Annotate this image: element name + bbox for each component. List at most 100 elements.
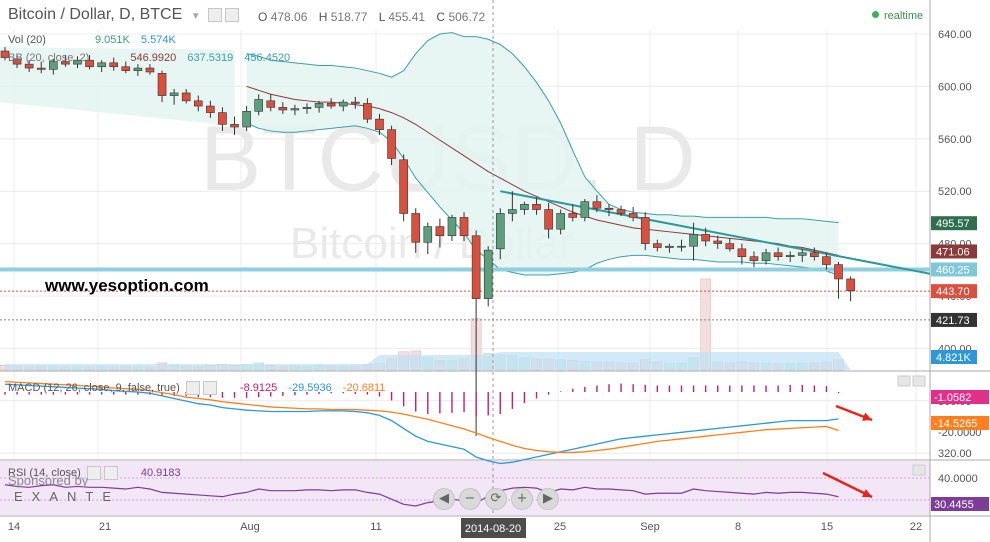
price-tick-label: 320.00 [938, 448, 972, 460]
candle-body [12, 58, 22, 65]
cursor-date-label: 2014-08-20 [465, 523, 521, 535]
zoom-out-button[interactable]: − [459, 488, 481, 510]
candle-body [725, 243, 735, 250]
rsi-arrow [822, 471, 873, 499]
bb-fill-early [0, 47, 235, 126]
candle-body [580, 201, 590, 218]
candle-body [797, 252, 807, 256]
candle-body [73, 59, 82, 65]
candle-body [834, 264, 843, 280]
close-icon[interactable] [202, 381, 217, 395]
candle-body [459, 217, 469, 237]
candle-body [242, 110, 251, 128]
reset-button[interactable]: ⟳ [485, 488, 507, 510]
cursor-date-badge [461, 518, 526, 538]
candle-body [85, 59, 94, 68]
candle-body [399, 159, 408, 214]
time-axis-label: 14 [8, 521, 20, 533]
candle-body [375, 118, 384, 130]
time-axis-label: 15 [821, 521, 833, 533]
candle-body [810, 252, 819, 258]
scroll-left-button[interactable]: ◀ [433, 488, 455, 510]
price-badge [931, 312, 977, 327]
low-value: 455.41 [388, 10, 426, 24]
candle-body [628, 213, 638, 218]
live-dot-icon [872, 11, 879, 18]
candle-body [640, 217, 650, 244]
macd-hist-value: -8.9125 [239, 381, 278, 394]
time-axis-label: 8 [735, 521, 741, 533]
realtime-indicator: realtime [872, 10, 923, 22]
candle-body [749, 256, 759, 261]
candle-body [230, 124, 239, 128]
macd-value: -29.5936 [288, 381, 332, 394]
macd-legend[interactable]: MACD (12, 26, close, 9, false, true) -8.… [8, 381, 386, 395]
signal-line [4, 380, 839, 454]
price-badge-label: 443.70 [936, 286, 970, 298]
candle-body [544, 209, 553, 230]
price-badge [931, 284, 977, 299]
price-tick-label: 520.00 [938, 186, 972, 198]
candle-body [653, 243, 662, 248]
settings-icon[interactable] [86, 466, 101, 480]
bb-legend[interactable]: BB (20, close, 2) 546.9920 637.5319 456.… [8, 52, 291, 64]
bb-lower-value: 456.4520 [244, 52, 291, 64]
sponsor-brand[interactable]: EXANTE [14, 489, 121, 504]
candle-body [447, 217, 457, 237]
price-badge [931, 350, 977, 364]
price-badge-label: 471.06 [936, 246, 970, 258]
candle-body [254, 99, 263, 112]
close-icon[interactable] [103, 466, 118, 480]
macd-badge-label: -14.5265 [934, 418, 977, 430]
candle-body [133, 67, 143, 71]
bb-upper-line [246, 32, 839, 224]
candle-body [785, 255, 795, 257]
macd-badge-label: -1.0582 [934, 392, 971, 404]
candle-body [568, 213, 578, 218]
dropdown-arrow-icon[interactable]: ▼ [190, 11, 201, 22]
candle-body [846, 278, 855, 292]
candle-body [49, 61, 58, 70]
volume-ma-area [5, 351, 851, 370]
rsi-tick-label: 40.0000 [938, 473, 978, 485]
candle-body [145, 67, 155, 73]
candle-body [302, 107, 312, 109]
macd-badge [931, 416, 989, 430]
chart-title: Bitcoin / Dollar, D, BTCE ▼ [8, 6, 240, 24]
close-icon[interactable] [225, 7, 240, 22]
vol-value-1: 9.051K [94, 34, 130, 46]
candle-body [592, 201, 602, 209]
candle-body [737, 248, 747, 257]
settings-icon[interactable] [208, 7, 223, 22]
candle-body [604, 207, 614, 210]
candle-body [713, 240, 723, 244]
rsi-legend[interactable]: RSI (14, close) 40.9183 [8, 466, 181, 480]
zoom-in-button[interactable]: + [511, 488, 533, 510]
settings-icon[interactable] [185, 381, 200, 395]
pane-up-icon [897, 375, 911, 387]
candle-body [411, 213, 421, 243]
time-axis-label: Aug [240, 521, 260, 533]
time-axis-label: 22 [910, 521, 922, 533]
vol-value-2: 5.574K [140, 34, 176, 46]
price-badge-label: 495.57 [936, 218, 970, 230]
candle-body [109, 62, 119, 68]
scroll-right-button[interactable]: ▶ [537, 488, 559, 510]
candle-body [822, 256, 831, 265]
rsi-badge-label: 30.4455 [934, 499, 974, 511]
price-badge-label: 460.25 [936, 264, 970, 276]
sponsor-label: Sponsored by [8, 473, 89, 488]
chart-header: Bitcoin / Dollar, D, BTCE ▼ O 478.06 H 5… [0, 0, 930, 30]
candle-body [193, 100, 203, 107]
symbol-title[interactable]: Bitcoin / Dollar, D, BTCE [8, 6, 183, 23]
candle-body [435, 226, 445, 237]
vol-legend[interactable]: Vol (20) 9.051K 5.574K [8, 34, 176, 46]
price-badge-label: 421.73 [936, 315, 970, 327]
candle-body [387, 129, 396, 159]
candle-body [314, 103, 324, 108]
price-badge [931, 262, 977, 277]
rsi-value: 40.9183 [140, 466, 181, 479]
candle-body [471, 235, 481, 299]
rsi-badge [931, 497, 989, 511]
